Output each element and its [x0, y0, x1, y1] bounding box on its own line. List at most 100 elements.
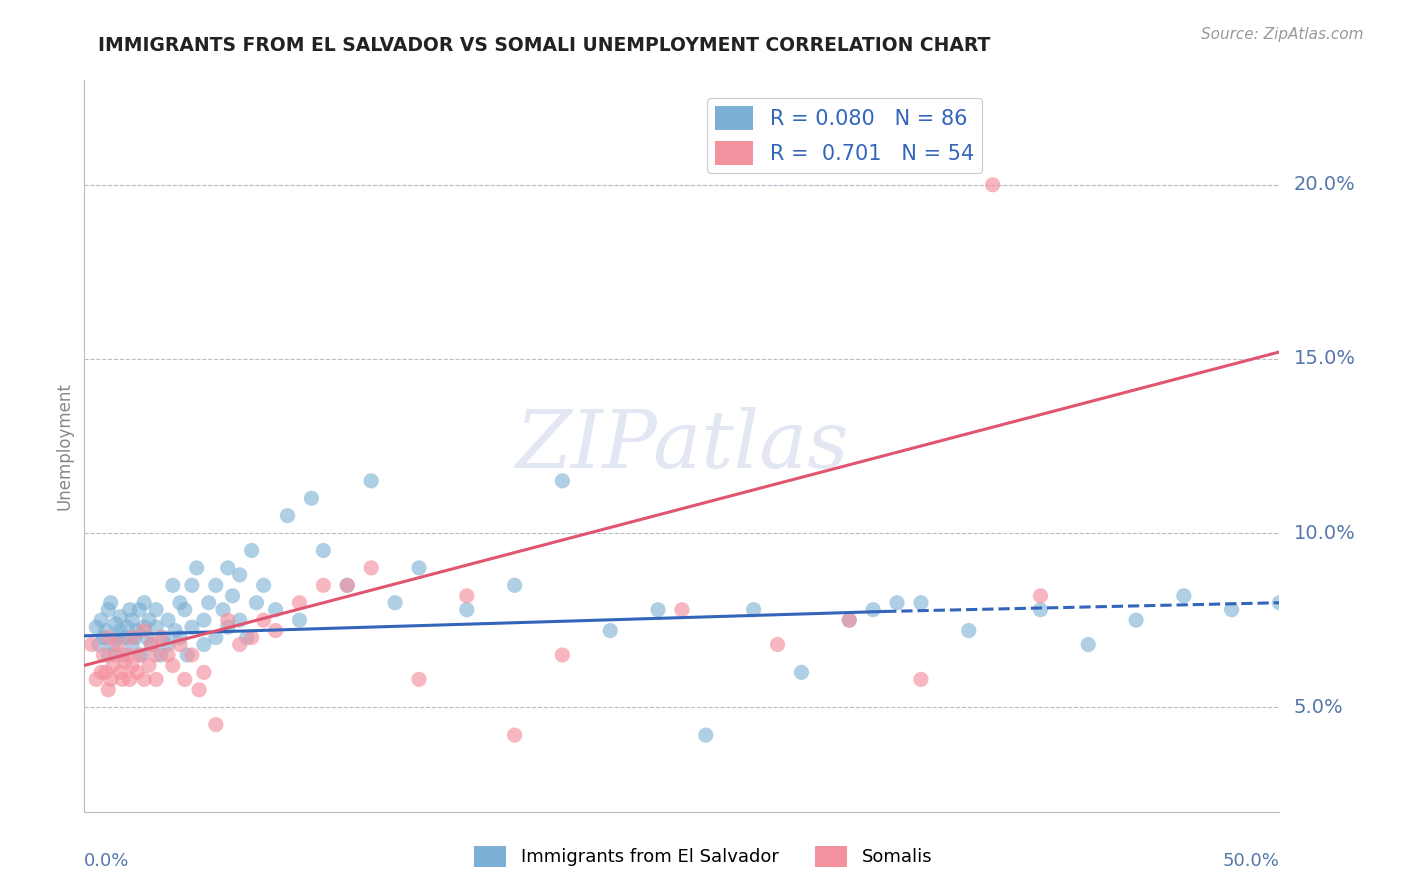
Point [360, 561, 382, 575]
Point [695, 728, 717, 742]
Point [162, 578, 184, 592]
Point [117, 648, 139, 662]
Point [100, 596, 122, 610]
Point [456, 603, 478, 617]
Point [551, 648, 574, 662]
Point [1220, 603, 1243, 617]
Point [1029, 603, 1052, 617]
Point [125, 665, 148, 680]
Point [157, 648, 180, 662]
Point [117, 620, 139, 634]
Point [217, 620, 239, 634]
Point [132, 624, 156, 638]
Point [212, 603, 235, 617]
Point [288, 613, 311, 627]
Point [181, 648, 204, 662]
Point [107, 631, 129, 645]
Point [193, 638, 215, 652]
Point [138, 658, 160, 673]
Point [240, 543, 263, 558]
Point [221, 589, 243, 603]
Text: 0.0%: 0.0% [84, 852, 129, 870]
Point [503, 728, 526, 742]
Point [193, 665, 215, 680]
Point [217, 561, 239, 575]
Point [671, 603, 693, 617]
Legend: R = 0.080   N = 86, R =  0.701   N = 54: R = 0.080 N = 86, R = 0.701 N = 54 [707, 98, 983, 173]
Point [240, 631, 263, 645]
Point [121, 638, 143, 652]
Point [253, 578, 276, 592]
Point [94, 624, 117, 638]
Point [114, 655, 136, 669]
Point [181, 620, 204, 634]
Y-axis label: Unemployment: Unemployment [55, 382, 73, 510]
Point [101, 638, 124, 652]
Point [118, 673, 141, 687]
Point [456, 589, 478, 603]
Text: IMMIGRANTS FROM EL SALVADOR VS SOMALI UNEMPLOYMENT CORRELATION CHART: IMMIGRANTS FROM EL SALVADOR VS SOMALI UN… [98, 36, 991, 54]
Point [217, 613, 239, 627]
Point [94, 665, 117, 680]
Point [408, 561, 430, 575]
Point [162, 658, 184, 673]
Point [336, 578, 359, 592]
Point [236, 631, 259, 645]
Point [173, 603, 195, 617]
Point [229, 638, 252, 652]
Point [957, 624, 980, 638]
Point [90, 613, 112, 627]
Point [408, 673, 430, 687]
Point [981, 178, 1004, 192]
Point [145, 648, 167, 662]
Point [384, 596, 406, 610]
Point [188, 682, 211, 697]
Point [264, 624, 287, 638]
Point [86, 673, 108, 687]
Point [169, 596, 191, 610]
Point [107, 638, 129, 652]
Point [838, 613, 860, 627]
Point [157, 638, 180, 652]
Point [229, 567, 252, 582]
Legend: Immigrants from El Salvador, Somalis: Immigrants from El Salvador, Somalis [467, 838, 939, 874]
Point [910, 596, 932, 610]
Point [1125, 613, 1147, 627]
Point [1029, 589, 1052, 603]
Point [157, 613, 180, 627]
Point [886, 596, 908, 610]
Point [101, 658, 124, 673]
Point [790, 665, 813, 680]
Point [742, 603, 765, 617]
Point [145, 620, 167, 634]
Point [1268, 596, 1291, 610]
Point [128, 603, 150, 617]
Point [121, 613, 143, 627]
Point [97, 682, 120, 697]
Point [118, 603, 141, 617]
Point [551, 474, 574, 488]
Text: Source: ZipAtlas.com: Source: ZipAtlas.com [1201, 27, 1364, 42]
Point [104, 616, 127, 631]
Point [132, 673, 156, 687]
Text: 20.0%: 20.0% [1294, 175, 1355, 194]
Point [86, 620, 108, 634]
Point [253, 613, 276, 627]
Point [288, 596, 311, 610]
Point [111, 673, 134, 687]
Point [152, 631, 174, 645]
Point [124, 631, 146, 645]
Point [245, 596, 267, 610]
Point [264, 603, 287, 617]
Text: 50.0%: 50.0% [1223, 852, 1279, 870]
Point [138, 613, 160, 627]
Point [186, 561, 208, 575]
Point [336, 578, 359, 592]
Point [141, 638, 163, 652]
Text: 5.0%: 5.0% [1294, 698, 1343, 717]
Point [90, 665, 112, 680]
Point [104, 648, 127, 662]
Point [176, 648, 198, 662]
Point [121, 631, 143, 645]
Point [1077, 638, 1099, 652]
